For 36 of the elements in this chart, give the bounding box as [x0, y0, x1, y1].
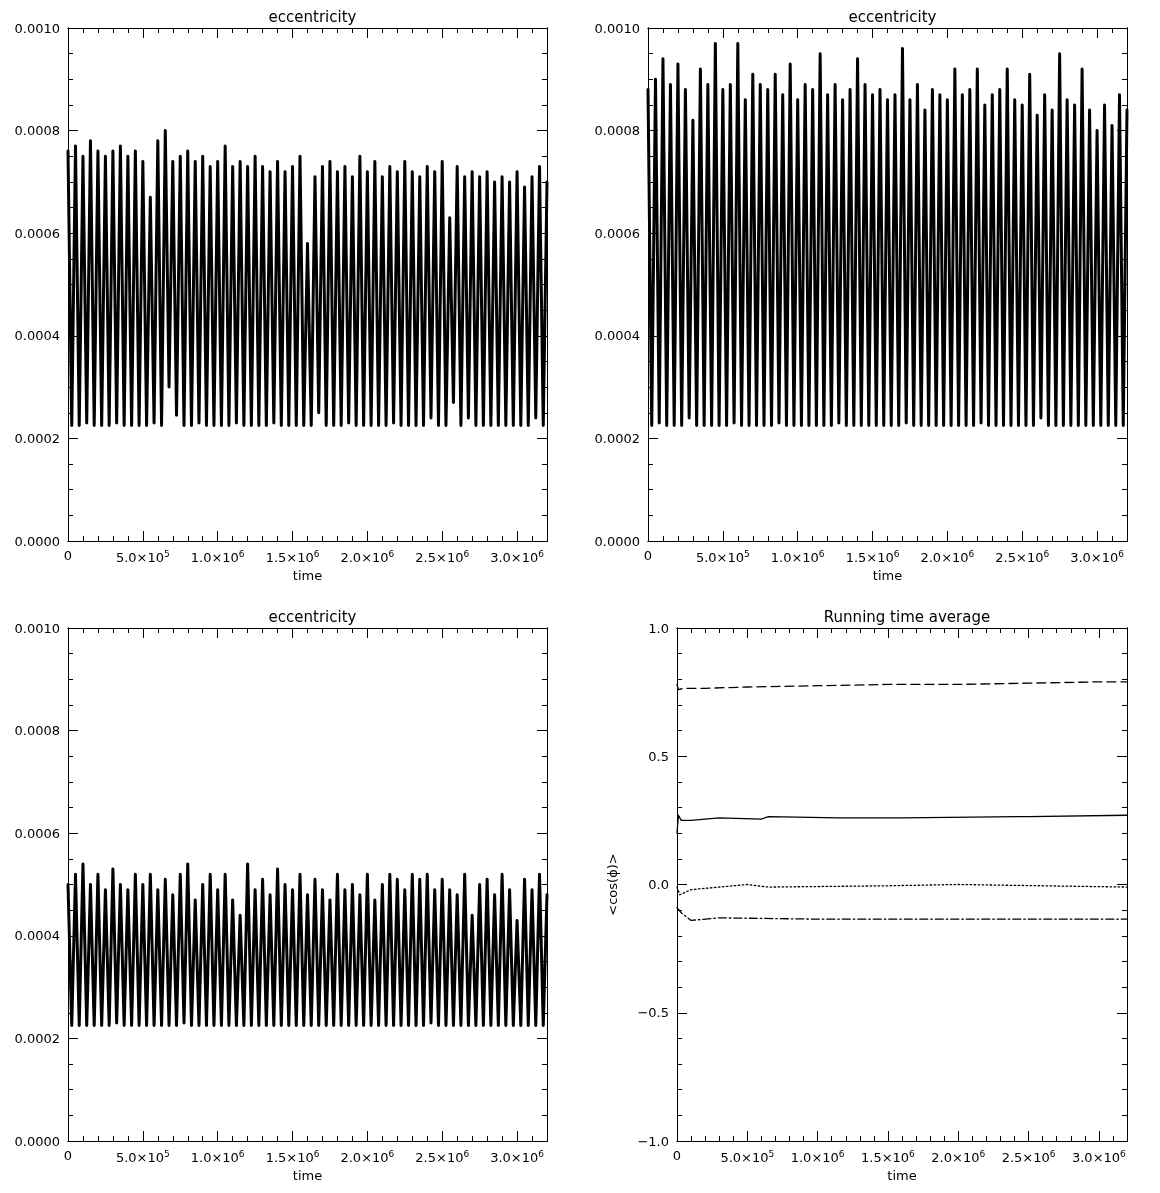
y-tick-label: 0.0000: [594, 533, 640, 549]
y-tick-label: 0.0008: [594, 123, 640, 139]
y-tick-label: 0.0004: [14, 328, 60, 344]
chart-title: eccentricity: [268, 607, 357, 626]
y-tick-label: 0.0: [648, 877, 669, 892]
chart-title: eccentricity: [848, 7, 937, 26]
y-tick-label: 0.0008: [14, 123, 60, 139]
y-tick-label: 0.5: [648, 748, 669, 764]
y-tick-label: 0.0002: [14, 430, 60, 446]
x-tick-label: 0: [672, 1148, 682, 1163]
x-axis-title: time: [292, 1168, 323, 1183]
y-tick-label: 0.0004: [594, 328, 640, 344]
y-tick-label: 0.0002: [14, 1030, 60, 1046]
y-tick-label: 1.0: [648, 620, 669, 636]
x-tick-label: 0: [63, 548, 73, 563]
chart-title: eccentricity: [268, 7, 357, 26]
x-tick-label: 0: [63, 1148, 73, 1163]
y-tick-label: 0.0006: [14, 825, 60, 841]
y-tick-label: 0.0004: [14, 928, 60, 944]
x-axis-title: time: [872, 568, 903, 583]
y-tick-label: 0.0000: [14, 533, 60, 549]
y-tick-label: 0.0000: [14, 1133, 60, 1149]
y-tick-label: 0.0010: [14, 620, 60, 636]
y-tick-label: 0.0002: [594, 430, 640, 446]
x-axis-title: time: [292, 568, 323, 583]
y-tick-label: 0.0010: [14, 20, 60, 36]
y-tick-label: −1.0: [637, 1133, 669, 1149]
y-tick-label: −0.5: [637, 1005, 669, 1021]
x-axis-title: time: [887, 1168, 917, 1183]
y-tick-label: 0.0008: [14, 723, 60, 739]
y-tick-label: 0.0010: [594, 20, 640, 36]
chart-title: Running time average: [823, 607, 991, 626]
y-tick-label: 0.0006: [14, 225, 60, 241]
x-tick-label: 0: [643, 548, 653, 563]
y-tick-label: 0.0006: [594, 225, 640, 241]
y-axis-title: <cos(ϕ)>: [605, 853, 620, 916]
